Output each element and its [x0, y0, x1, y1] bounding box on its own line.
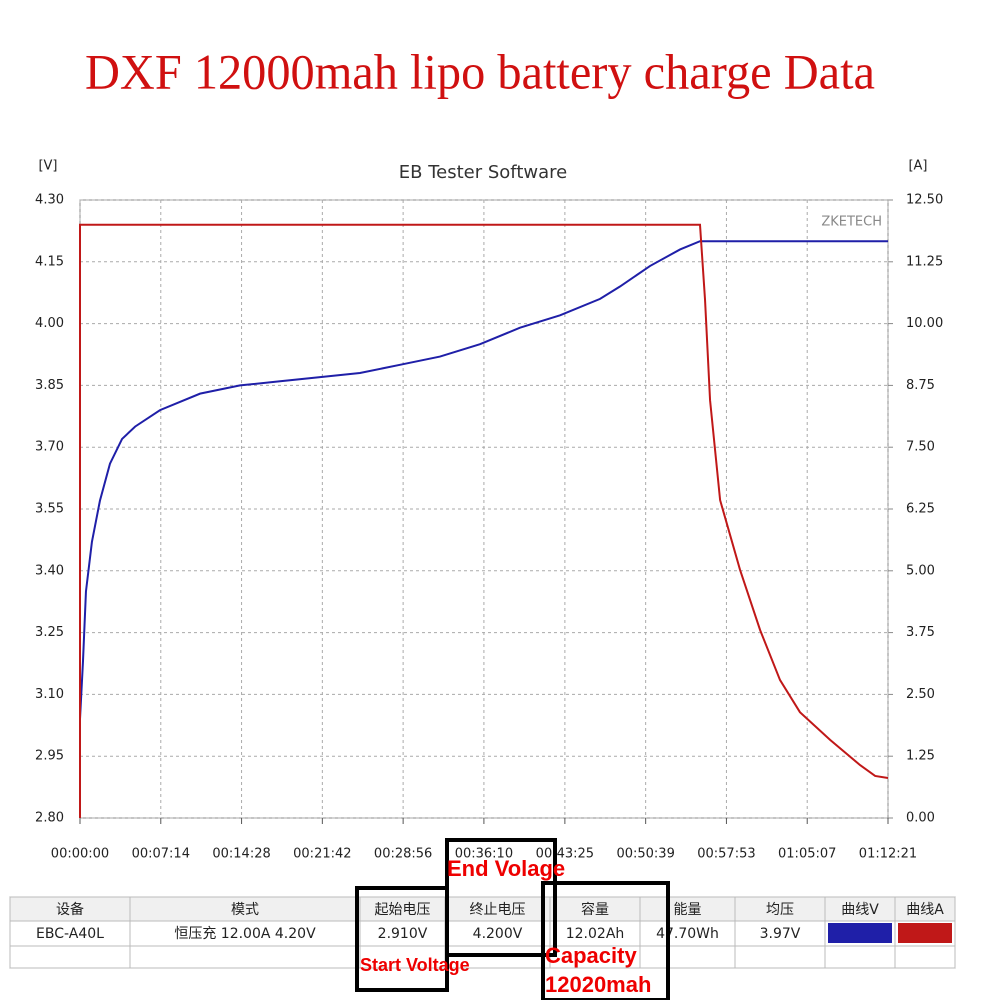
- header-bg: [10, 897, 955, 921]
- x-tick-label: 00:00:00: [51, 847, 109, 862]
- y2-axis-label: [A]: [908, 159, 927, 174]
- header-cell: 曲线A: [906, 902, 944, 918]
- cell: 3.97V: [760, 926, 801, 942]
- y2-tick-label: 12.50: [906, 193, 943, 208]
- y-tick-label: 3.55: [35, 502, 64, 517]
- box: [541, 881, 670, 1000]
- y-tick-label: 4.00: [35, 316, 64, 331]
- color-swatch: [898, 923, 952, 943]
- header-cell: 终止电压: [470, 902, 526, 918]
- header-cell: 设备: [56, 901, 84, 918]
- y-tick-label: 3.85: [35, 378, 64, 393]
- y-axis-label: [V]: [38, 159, 57, 174]
- y-tick-label: 2.80: [35, 811, 64, 826]
- y-tick-label: 3.70: [35, 440, 64, 455]
- x-tick-label: 00:07:14: [132, 847, 190, 862]
- x-tick-label: 01:12:21: [859, 847, 917, 862]
- y2-tick-label: 2.50: [906, 687, 935, 702]
- header-cell: 能量: [674, 902, 702, 918]
- annotation: Capacity: [545, 943, 637, 968]
- header-cell: 曲线V: [841, 902, 879, 918]
- annotations: End Volage Start Voltage Capacity 12020m…: [355, 838, 670, 1000]
- cell: 2.910V: [378, 926, 428, 942]
- x-tick-label: 00:43:25: [536, 847, 594, 862]
- x-tick-label: 00:28:56: [374, 847, 432, 862]
- cell: 12.02Ah: [566, 926, 625, 942]
- header-cell: 均压: [766, 902, 794, 918]
- table: 设备 模式 起始电压 终止电压 容量 能量 均压 曲线V 曲线A EBC-A40L 恒压充 12.0…: [9, 896, 956, 969]
- y2-tick-label: 11.25: [906, 254, 943, 269]
- x-tick-label: 00:50:39: [616, 847, 674, 862]
- annotation: Start Voltage: [360, 955, 470, 975]
- cell: 47.70Wh: [656, 926, 719, 942]
- cell: EBC-A40L: [36, 926, 104, 942]
- series-line: [79, 240, 888, 720]
- watermark: ZKETECH: [821, 215, 882, 230]
- x-tick-label: 00:21:42: [293, 847, 351, 862]
- color-swatch: [828, 923, 892, 943]
- x-tick-label: 00:57:53: [697, 847, 755, 862]
- cell: 4.200V: [473, 926, 523, 942]
- heading: DXF 12000mah lipo battery charge Data: [85, 43, 875, 99]
- y-tick-label: 4.15: [35, 254, 64, 269]
- series-line: [79, 223, 889, 818]
- header-cell: 模式: [231, 902, 259, 918]
- y2-tick-label: 10.00: [906, 316, 943, 331]
- chart-title: EB Tester Software: [399, 162, 567, 183]
- header-cell: 起始电压: [375, 902, 431, 918]
- y-tick-label: 3.10: [35, 687, 64, 702]
- annotation: End Volage: [447, 856, 565, 881]
- x-tick-label: 00:36:10: [455, 847, 513, 862]
- header-cell: 容量: [581, 901, 609, 918]
- y2-tick-label: 1.25: [906, 749, 935, 764]
- y-tick-label: 2.95: [35, 749, 64, 764]
- annotation: 12020mah: [545, 972, 651, 997]
- y2-tick-label: 3.75: [906, 625, 935, 640]
- y2-tick-label: 8.75: [906, 378, 935, 393]
- y-tick-label: 3.40: [35, 563, 64, 578]
- y-tick-label: 3.25: [35, 625, 64, 640]
- cell: 恒压充 12.00A 4.20V: [174, 926, 316, 942]
- x-tick-label: 00:14:28: [212, 847, 270, 862]
- y2-tick-label: 7.50: [906, 440, 935, 455]
- x-tick-label: 01:05:07: [778, 847, 836, 862]
- y-tick-label: 4.30: [35, 193, 64, 208]
- box: [445, 838, 557, 957]
- y2-tick-label: 5.00: [906, 563, 935, 578]
- y2-tick-label: 6.25: [906, 502, 935, 517]
- y2-tick-label: 0.00: [906, 811, 935, 826]
